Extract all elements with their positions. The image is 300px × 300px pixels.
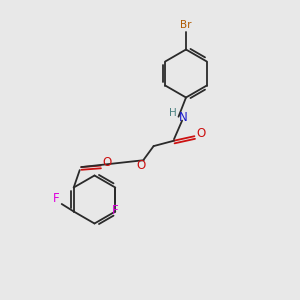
Text: Br: Br xyxy=(180,20,192,30)
Text: F: F xyxy=(53,192,60,206)
Text: O: O xyxy=(103,156,112,169)
Text: N: N xyxy=(179,111,188,124)
Text: O: O xyxy=(136,159,145,172)
Text: F: F xyxy=(112,203,119,217)
Text: H: H xyxy=(169,107,176,118)
Text: O: O xyxy=(196,127,206,140)
